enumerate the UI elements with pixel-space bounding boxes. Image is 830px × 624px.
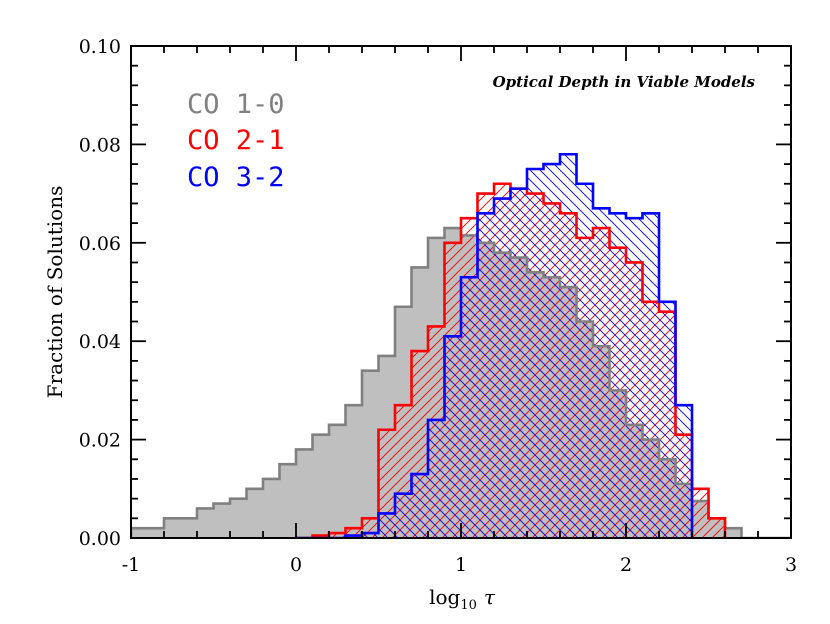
bar-co-1-0-36 [725,528,742,538]
bar-co-3-2-9 [444,336,461,538]
bar-co-1-0-13 [345,405,362,538]
bar-co-1-0-1 [147,528,164,538]
y-tick-label: 0.10 [79,36,121,58]
bar-co-1-0-2 [164,518,181,538]
bar-co-1-0-10 [296,449,313,538]
bar-co-1-0-6 [230,498,247,538]
bar-co-3-2-5 [378,513,395,538]
x-tick-label: 3 [785,554,797,576]
x-tick-label: 2 [620,554,632,576]
legend: CO 1-0 CO 2-1 CO 3-2 [187,89,285,193]
x-tick-label: -1 [122,554,141,576]
bar-co-3-2-16 [560,154,577,538]
bar-co-2-1-2 [329,533,346,538]
legend-entry-co-2-1: CO 2-1 [187,125,285,156]
y-tick-label: 0.00 [79,528,121,550]
bar-co-1-0-3 [180,518,197,538]
bar-co-3-2-17 [576,183,593,538]
bar-co-3-2-19 [609,213,626,538]
bar-co-1-0-4 [197,508,214,538]
bar-co-3-2-12 [494,198,511,538]
plot-area [131,152,791,538]
bar-co-3-2-18 [593,208,610,538]
bar-co-2-1-5 [378,429,395,538]
axis-ticks: -1 0 1 2 3 0.00 0.02 0.04 0.06 0.08 0.10 [79,36,797,576]
y-tick-label: 0.08 [79,134,121,156]
bar-co-3-2-13 [510,188,527,538]
bar-co-1-0-14 [362,370,379,538]
bar-co-3-2-8 [428,419,445,538]
bar-co-2-1-24 [692,488,709,538]
bar-co-3-2-6 [395,493,412,538]
series-outline-co-3-2 [296,152,694,538]
bar-co-1-0-0 [131,528,148,538]
bar-co-1-0-7 [246,488,263,538]
bar-co-3-2-4 [362,533,379,538]
x-axis-label: log10 τ [429,585,496,613]
legend-entry-co-1-0: CO 1-0 [187,89,285,120]
bar-co-3-2-11 [477,213,494,538]
bar-co-3-2-7 [411,474,428,538]
bar-co-2-1-25 [708,518,725,538]
chart-title: Optical Depth in Viable Models [493,73,756,91]
bar-co-3-2-22 [659,301,676,538]
x-tick-label: 0 [290,554,302,576]
bar-co-3-2-20 [626,218,643,538]
bar-co-1-0-12 [329,424,346,538]
series-co-3-2 [345,154,692,538]
bar-co-3-2-10 [461,277,478,538]
bar-co-3-2-14 [527,169,544,538]
bar-co-1-0-9 [279,464,296,538]
y-tick-label: 0.04 [79,331,121,353]
bar-co-3-2-21 [642,213,659,538]
bar-co-3-2-15 [543,164,560,538]
y-tick-label: 0.02 [79,430,121,452]
legend-entry-co-3-2: CO 3-2 [187,162,285,193]
bar-co-2-1-3 [345,528,362,538]
y-tick-label: 0.06 [79,233,121,255]
bar-co-3-2-23 [675,405,692,538]
bar-co-1-0-8 [263,478,280,538]
bar-co-1-0-5 [213,503,230,538]
bar-co-1-0-11 [312,434,329,538]
x-tick-label: 1 [455,554,467,576]
y-axis-label: Fraction of Solutions [43,186,67,399]
